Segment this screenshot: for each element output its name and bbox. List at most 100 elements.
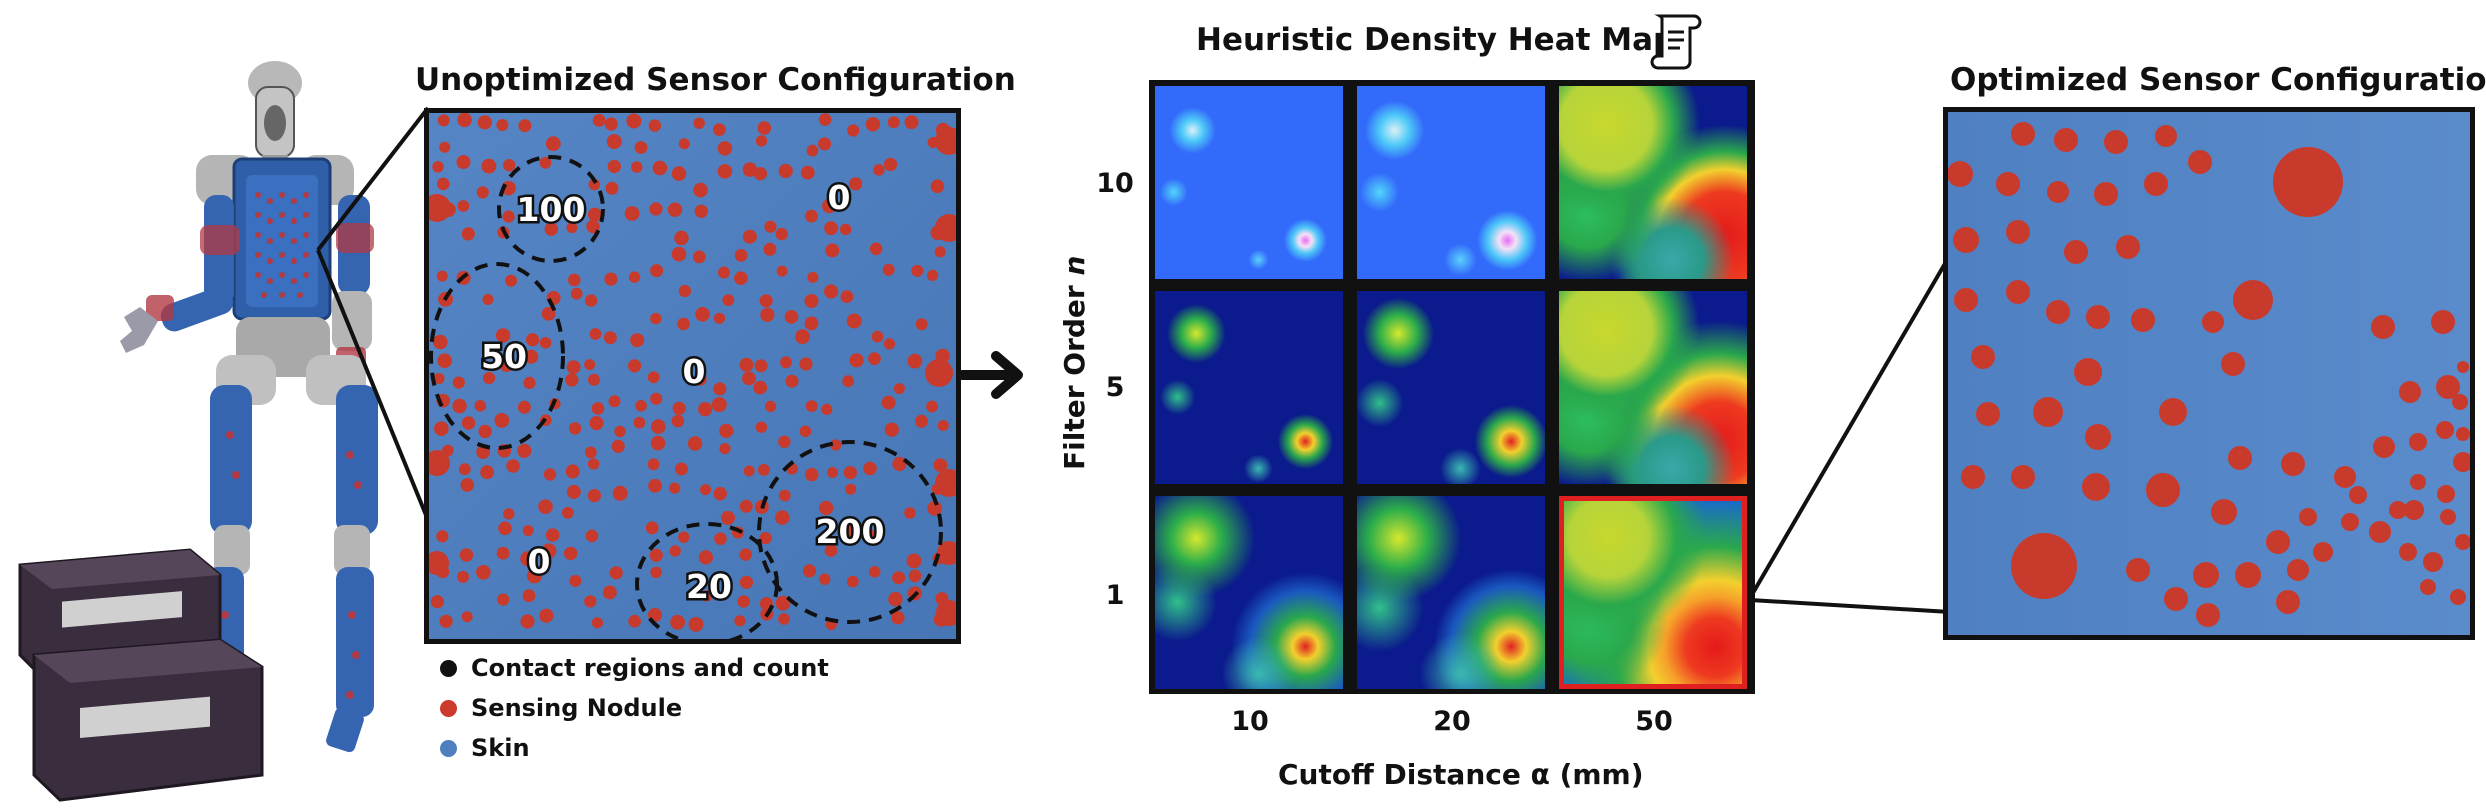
- sensing-nodule: [887, 116, 900, 129]
- sensing-nodule: [569, 574, 582, 587]
- sensing-nodule: [452, 398, 467, 414]
- sensing-nodule: [753, 167, 767, 181]
- sensing-nodule: [717, 164, 733, 179]
- legend-item-contact-regions: Contact regions and count: [440, 654, 829, 682]
- sensing-nodule: [671, 246, 687, 262]
- sensing-nodule: [694, 204, 708, 218]
- sensing-nodule: [842, 375, 855, 388]
- sensing-nodule: [634, 141, 648, 154]
- sensing-nodule: [846, 575, 859, 588]
- sensing-nodule: [495, 328, 511, 343]
- sensing-nodule: [527, 568, 542, 584]
- sensing-nodule: [628, 359, 642, 373]
- sensing-nodule: [678, 138, 690, 150]
- sensing-nodule: [2104, 130, 2128, 154]
- sensing-nodule: [907, 353, 923, 369]
- sensing-nodule: [564, 546, 578, 561]
- sensing-nodule: [1954, 288, 1978, 312]
- sensing-nodule: [719, 443, 731, 455]
- region-count-0-middle: 0: [683, 352, 706, 391]
- sensing-nodule: [566, 484, 581, 499]
- sensing-nodule: [713, 382, 727, 396]
- sensing-nodule: [1971, 345, 1995, 369]
- sensing-nodule: [904, 507, 916, 519]
- sensing-nodule: [755, 135, 768, 147]
- sensing-nodule: [482, 294, 494, 305]
- sensing-nodule: [591, 617, 603, 629]
- sensing-nodule: [883, 338, 896, 350]
- sensing-nodule: [806, 144, 819, 157]
- sensing-nodule: [2202, 311, 2224, 333]
- sensing-nodule: [754, 359, 768, 373]
- sensing-nodule: [592, 114, 606, 127]
- sensing-nodule: [518, 119, 532, 133]
- col-tick-20: 20: [1433, 706, 1471, 737]
- sensing-nodule: [739, 548, 752, 561]
- row-tick-5: 5: [1105, 372, 1125, 403]
- sensing-nodule: [2287, 559, 2309, 581]
- region-count-50: 50: [481, 337, 527, 376]
- sensing-nodule: [1953, 227, 1979, 253]
- heatmap-ylabel-variable: n: [1058, 255, 1091, 276]
- sensing-nodule: [692, 250, 706, 264]
- sensing-nodule: [758, 464, 770, 476]
- sensing-nodule: [624, 206, 640, 221]
- humanoid-robot-illustration: [0, 55, 420, 805]
- sensing-nodule: [457, 113, 472, 128]
- sensing-nodule: [778, 613, 790, 625]
- sensing-nodule: [545, 136, 561, 152]
- sensing-nodule: [2131, 308, 2155, 332]
- region-count-200: 200: [816, 512, 885, 551]
- sensing-nodule: [2126, 558, 2150, 582]
- sensing-nodule: [677, 317, 690, 331]
- sensing-nodule: [497, 593, 510, 606]
- sensing-nodule: [503, 508, 515, 520]
- sensing-nodule: [584, 359, 596, 371]
- sensing-nodule: [840, 290, 854, 303]
- sensing-nodule: [759, 532, 772, 545]
- sensing-nodule: [649, 202, 663, 216]
- sensing-nodule: [824, 284, 839, 299]
- sensing-nodule: [524, 349, 539, 364]
- sensing-nodule: [778, 163, 793, 179]
- sensing-nodule: [539, 608, 554, 623]
- sensing-nodule: [2116, 235, 2140, 259]
- sensing-nodule: [840, 223, 852, 236]
- heatmap-cell-n1-a10: [1155, 496, 1343, 689]
- sensing-nodule: [494, 413, 510, 428]
- sensing-nodule: [433, 334, 448, 350]
- sensing-nodule: [2457, 361, 2469, 373]
- sensing-nodule: [2410, 474, 2426, 490]
- sensing-nodule: [825, 243, 840, 258]
- sensing-nodule: [2221, 352, 2245, 376]
- sensing-nodule: [587, 489, 601, 503]
- sensing-nodule: [755, 421, 768, 433]
- sensing-nodule: [757, 121, 772, 135]
- sensing-nodule: [915, 414, 928, 428]
- sensing-nodule: [612, 485, 628, 501]
- sensing-nodule: [439, 614, 453, 628]
- sensing-nodule: [611, 439, 625, 453]
- sensing-nodule: [892, 456, 907, 472]
- sensing-nodule: [614, 425, 626, 438]
- sensing-nodule: [2450, 589, 2466, 605]
- sensing-nodule: [2006, 280, 2030, 304]
- sensing-nodule: [541, 306, 556, 321]
- sensing-nodule: [933, 458, 948, 472]
- sensing-nodule: [863, 461, 877, 476]
- sensing-nodule: [669, 545, 681, 557]
- sensing-nodule: [458, 463, 471, 476]
- contact-region-50: [429, 262, 565, 450]
- legend-label-nodule: Sensing Nodule: [471, 694, 683, 722]
- sensing-nodule: [566, 360, 581, 374]
- sensing-nodule: [499, 358, 514, 373]
- optimized-sensor-panel: [1943, 107, 2475, 640]
- sensing-nodule: [2436, 421, 2454, 439]
- sensing-nodule: [805, 209, 818, 223]
- sensing-nodule: [1948, 161, 1973, 187]
- sensing-nodule: [584, 294, 598, 307]
- sensing-nodule: [776, 265, 788, 277]
- sensing-nodule: [584, 595, 597, 608]
- scroll-document-icon: [1650, 14, 1702, 70]
- heatmap-cell-n5-a50: [1559, 291, 1747, 484]
